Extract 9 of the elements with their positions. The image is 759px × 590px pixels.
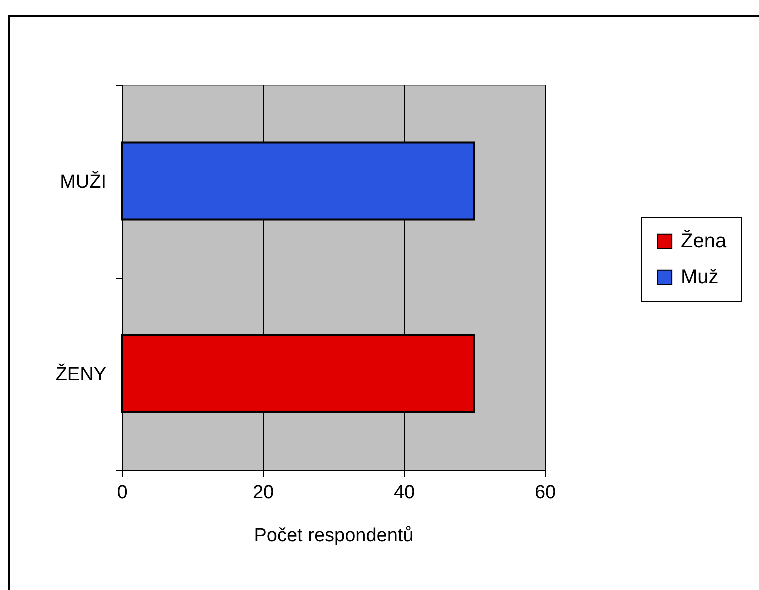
- x-tick-label: 0: [117, 482, 128, 504]
- x-tick-label: 60: [534, 482, 556, 504]
- y-tick-label: MUŽI: [60, 170, 106, 193]
- x-axis-title: Počet respondentů: [254, 526, 414, 546]
- legend-label: Muž: [681, 266, 719, 288]
- legend-label: Žena: [681, 230, 728, 252]
- y-tick-label: ŽENY: [56, 363, 107, 386]
- x-tick-label: 40: [394, 482, 416, 504]
- x-tick-label: 20: [252, 482, 274, 504]
